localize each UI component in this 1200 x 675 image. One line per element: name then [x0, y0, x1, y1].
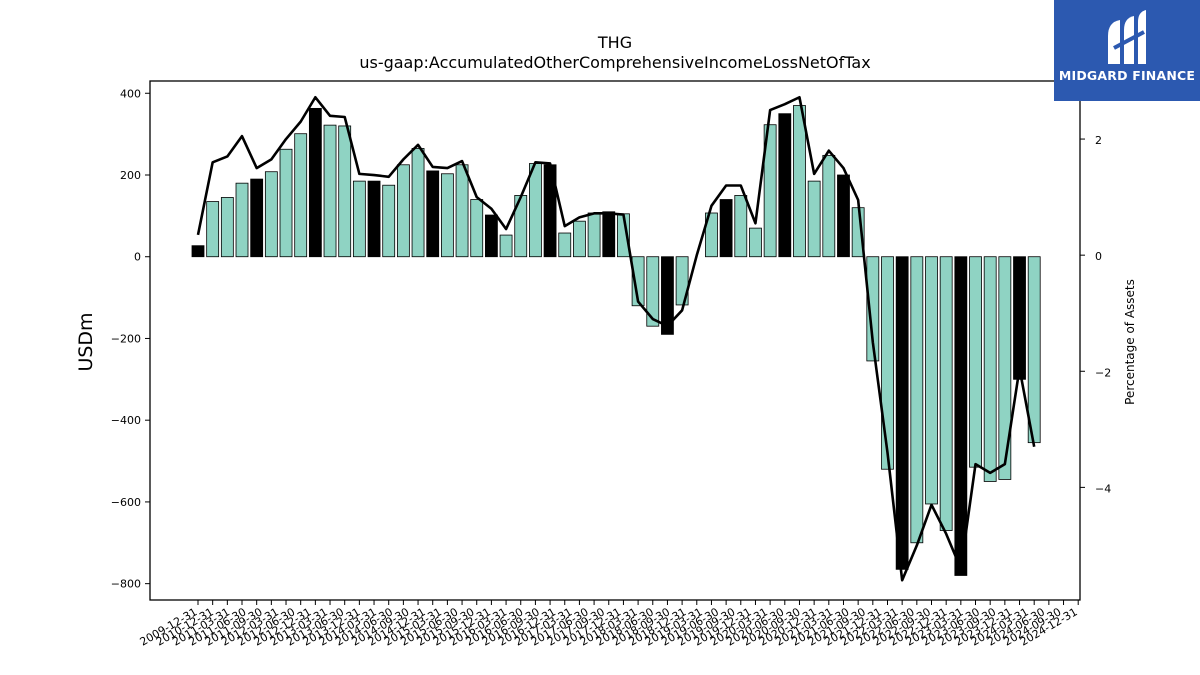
bar [646, 256, 660, 327]
bar [308, 107, 322, 258]
bar [484, 214, 498, 258]
logo-text: MIDGARD FINANCE [1058, 68, 1196, 83]
bar [235, 182, 249, 258]
bar [998, 256, 1012, 480]
bar [323, 124, 337, 258]
bar [661, 256, 674, 335]
y-tick-label: −600 [111, 496, 141, 509]
y-tick-label: 400 [120, 87, 141, 100]
bar [807, 180, 821, 258]
bar [631, 256, 645, 307]
bar [881, 256, 894, 470]
bar [866, 256, 880, 362]
bar [455, 164, 469, 258]
x-axis: 2009-12-312010-12-312011-03-312011-06-30… [138, 600, 1080, 649]
y2-tick-label: 0 [1095, 250, 1102, 263]
bar [1027, 256, 1041, 444]
midgard-finance-logo: MIDGARD FINANCE [1054, 0, 1200, 101]
y2-tick-label: 2 [1095, 134, 1102, 147]
bar [206, 201, 220, 258]
bar [338, 125, 352, 258]
bar [954, 256, 968, 576]
bar [705, 212, 718, 258]
bar [499, 234, 513, 258]
bar [793, 105, 806, 258]
bar [191, 245, 205, 258]
y-axis-label: USDm [75, 312, 97, 371]
bar [939, 256, 953, 531]
bar [587, 212, 601, 258]
chart-subtitle: us-gaap:AccumulatedOtherComprehensiveInc… [359, 53, 870, 72]
bar [558, 232, 572, 258]
bar [573, 220, 586, 258]
y2-tick-label: −4 [1095, 482, 1111, 495]
bar-group [191, 105, 1041, 576]
y2-axis: 2 0 −2 −4 [1080, 134, 1111, 495]
bar [352, 180, 366, 258]
bar [719, 199, 733, 258]
bar [470, 199, 484, 258]
line-group [196, 95, 1036, 582]
bar [367, 180, 381, 258]
bar [396, 164, 410, 258]
bar [969, 256, 982, 468]
y-tick-label: 0 [134, 251, 141, 264]
y-tick-label: 200 [120, 169, 141, 182]
bar [411, 148, 425, 258]
bar [382, 184, 396, 258]
bar [426, 170, 440, 258]
y2-axis-label: Percentage of Assets [1123, 279, 1137, 405]
bar [440, 173, 454, 258]
plot-frame [149, 80, 1081, 601]
bar [895, 256, 909, 570]
bar [910, 256, 924, 544]
percentage-line [196, 95, 1036, 582]
bar [822, 154, 836, 258]
bar [675, 256, 689, 306]
bar [1013, 256, 1026, 380]
bar [220, 197, 234, 258]
bar [250, 178, 264, 258]
chart-title: THG [597, 33, 632, 52]
bar [264, 171, 278, 258]
y-tick-label: −800 [111, 578, 141, 591]
y-tick-label: −400 [111, 414, 141, 427]
midgard-logo-icon [1108, 10, 1146, 64]
bar [778, 113, 792, 258]
bar [837, 174, 850, 258]
bar [983, 256, 997, 482]
bar [734, 195, 748, 258]
y2-tick-label: −2 [1095, 366, 1111, 379]
bar [529, 163, 542, 258]
bar [749, 227, 762, 258]
bar [294, 133, 308, 258]
bar [925, 256, 938, 505]
y-axis: 400 200 0 −200 −400 −600 −800 [111, 87, 150, 591]
bar [279, 148, 293, 258]
y-tick-label: −200 [111, 332, 141, 345]
bar [763, 124, 777, 258]
bar [602, 211, 616, 258]
